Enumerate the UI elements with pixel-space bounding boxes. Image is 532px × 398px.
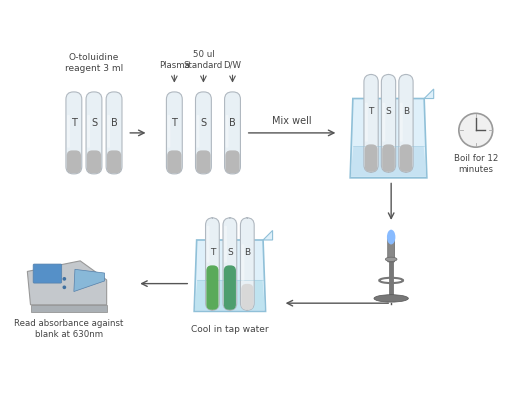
Text: S: S xyxy=(201,118,206,128)
Text: T: T xyxy=(368,107,374,116)
FancyBboxPatch shape xyxy=(226,150,239,174)
Text: Mix well: Mix well xyxy=(272,116,312,126)
Circle shape xyxy=(459,113,493,147)
FancyBboxPatch shape xyxy=(224,265,236,310)
Polygon shape xyxy=(74,269,104,292)
Text: Read absorbance against
blank at 630nm: Read absorbance against blank at 630nm xyxy=(14,319,123,339)
FancyBboxPatch shape xyxy=(223,218,237,310)
Text: B: B xyxy=(111,118,118,128)
Text: S: S xyxy=(91,118,97,128)
Text: T: T xyxy=(210,248,215,258)
FancyBboxPatch shape xyxy=(400,103,403,142)
Text: D/W: D/W xyxy=(223,61,242,70)
FancyBboxPatch shape xyxy=(196,150,211,174)
FancyBboxPatch shape xyxy=(382,144,395,172)
Polygon shape xyxy=(30,305,106,312)
FancyBboxPatch shape xyxy=(365,103,368,142)
Text: T: T xyxy=(71,118,77,128)
FancyBboxPatch shape xyxy=(399,74,413,172)
FancyBboxPatch shape xyxy=(383,103,385,142)
Text: Cool in tap water: Cool in tap water xyxy=(191,325,269,334)
FancyBboxPatch shape xyxy=(225,92,240,174)
Polygon shape xyxy=(263,230,272,240)
Circle shape xyxy=(62,277,66,281)
FancyBboxPatch shape xyxy=(241,284,253,310)
FancyBboxPatch shape xyxy=(206,226,210,263)
FancyBboxPatch shape xyxy=(107,115,110,148)
FancyBboxPatch shape xyxy=(167,150,181,174)
Text: O-toluidine
reagent 3 ml: O-toluidine reagent 3 ml xyxy=(65,53,123,73)
FancyBboxPatch shape xyxy=(388,238,395,262)
FancyBboxPatch shape xyxy=(66,92,82,174)
FancyBboxPatch shape xyxy=(66,150,81,174)
Text: Boil for 12
minutes: Boil for 12 minutes xyxy=(454,154,498,174)
Circle shape xyxy=(62,285,66,289)
FancyBboxPatch shape xyxy=(226,115,229,148)
Polygon shape xyxy=(27,261,106,305)
FancyBboxPatch shape xyxy=(87,150,101,174)
FancyBboxPatch shape xyxy=(167,92,182,174)
FancyBboxPatch shape xyxy=(107,150,121,174)
Ellipse shape xyxy=(374,295,409,302)
Text: 50 ul
Standard: 50 ul Standard xyxy=(184,50,223,70)
FancyBboxPatch shape xyxy=(86,92,102,174)
FancyBboxPatch shape xyxy=(195,92,211,174)
FancyBboxPatch shape xyxy=(196,115,200,148)
Text: B: B xyxy=(403,107,409,116)
Polygon shape xyxy=(351,146,426,177)
FancyBboxPatch shape xyxy=(67,115,70,148)
Text: B: B xyxy=(229,118,236,128)
Ellipse shape xyxy=(387,230,395,244)
FancyBboxPatch shape xyxy=(365,144,377,172)
FancyBboxPatch shape xyxy=(106,92,122,174)
FancyBboxPatch shape xyxy=(168,115,170,148)
FancyBboxPatch shape xyxy=(400,144,412,172)
Text: S: S xyxy=(386,107,392,116)
Text: B: B xyxy=(244,248,251,258)
Text: S: S xyxy=(227,248,232,258)
FancyBboxPatch shape xyxy=(364,74,378,172)
FancyBboxPatch shape xyxy=(381,74,396,172)
FancyBboxPatch shape xyxy=(87,115,90,148)
Polygon shape xyxy=(195,280,265,310)
Polygon shape xyxy=(350,99,427,178)
Polygon shape xyxy=(424,89,434,99)
Ellipse shape xyxy=(385,257,397,261)
Polygon shape xyxy=(194,240,265,311)
FancyBboxPatch shape xyxy=(242,244,244,281)
FancyBboxPatch shape xyxy=(33,264,62,283)
FancyBboxPatch shape xyxy=(240,218,254,310)
FancyBboxPatch shape xyxy=(206,265,219,310)
FancyBboxPatch shape xyxy=(224,226,227,263)
Text: Plasma: Plasma xyxy=(159,61,190,70)
FancyBboxPatch shape xyxy=(205,218,219,310)
Text: T: T xyxy=(171,118,177,128)
